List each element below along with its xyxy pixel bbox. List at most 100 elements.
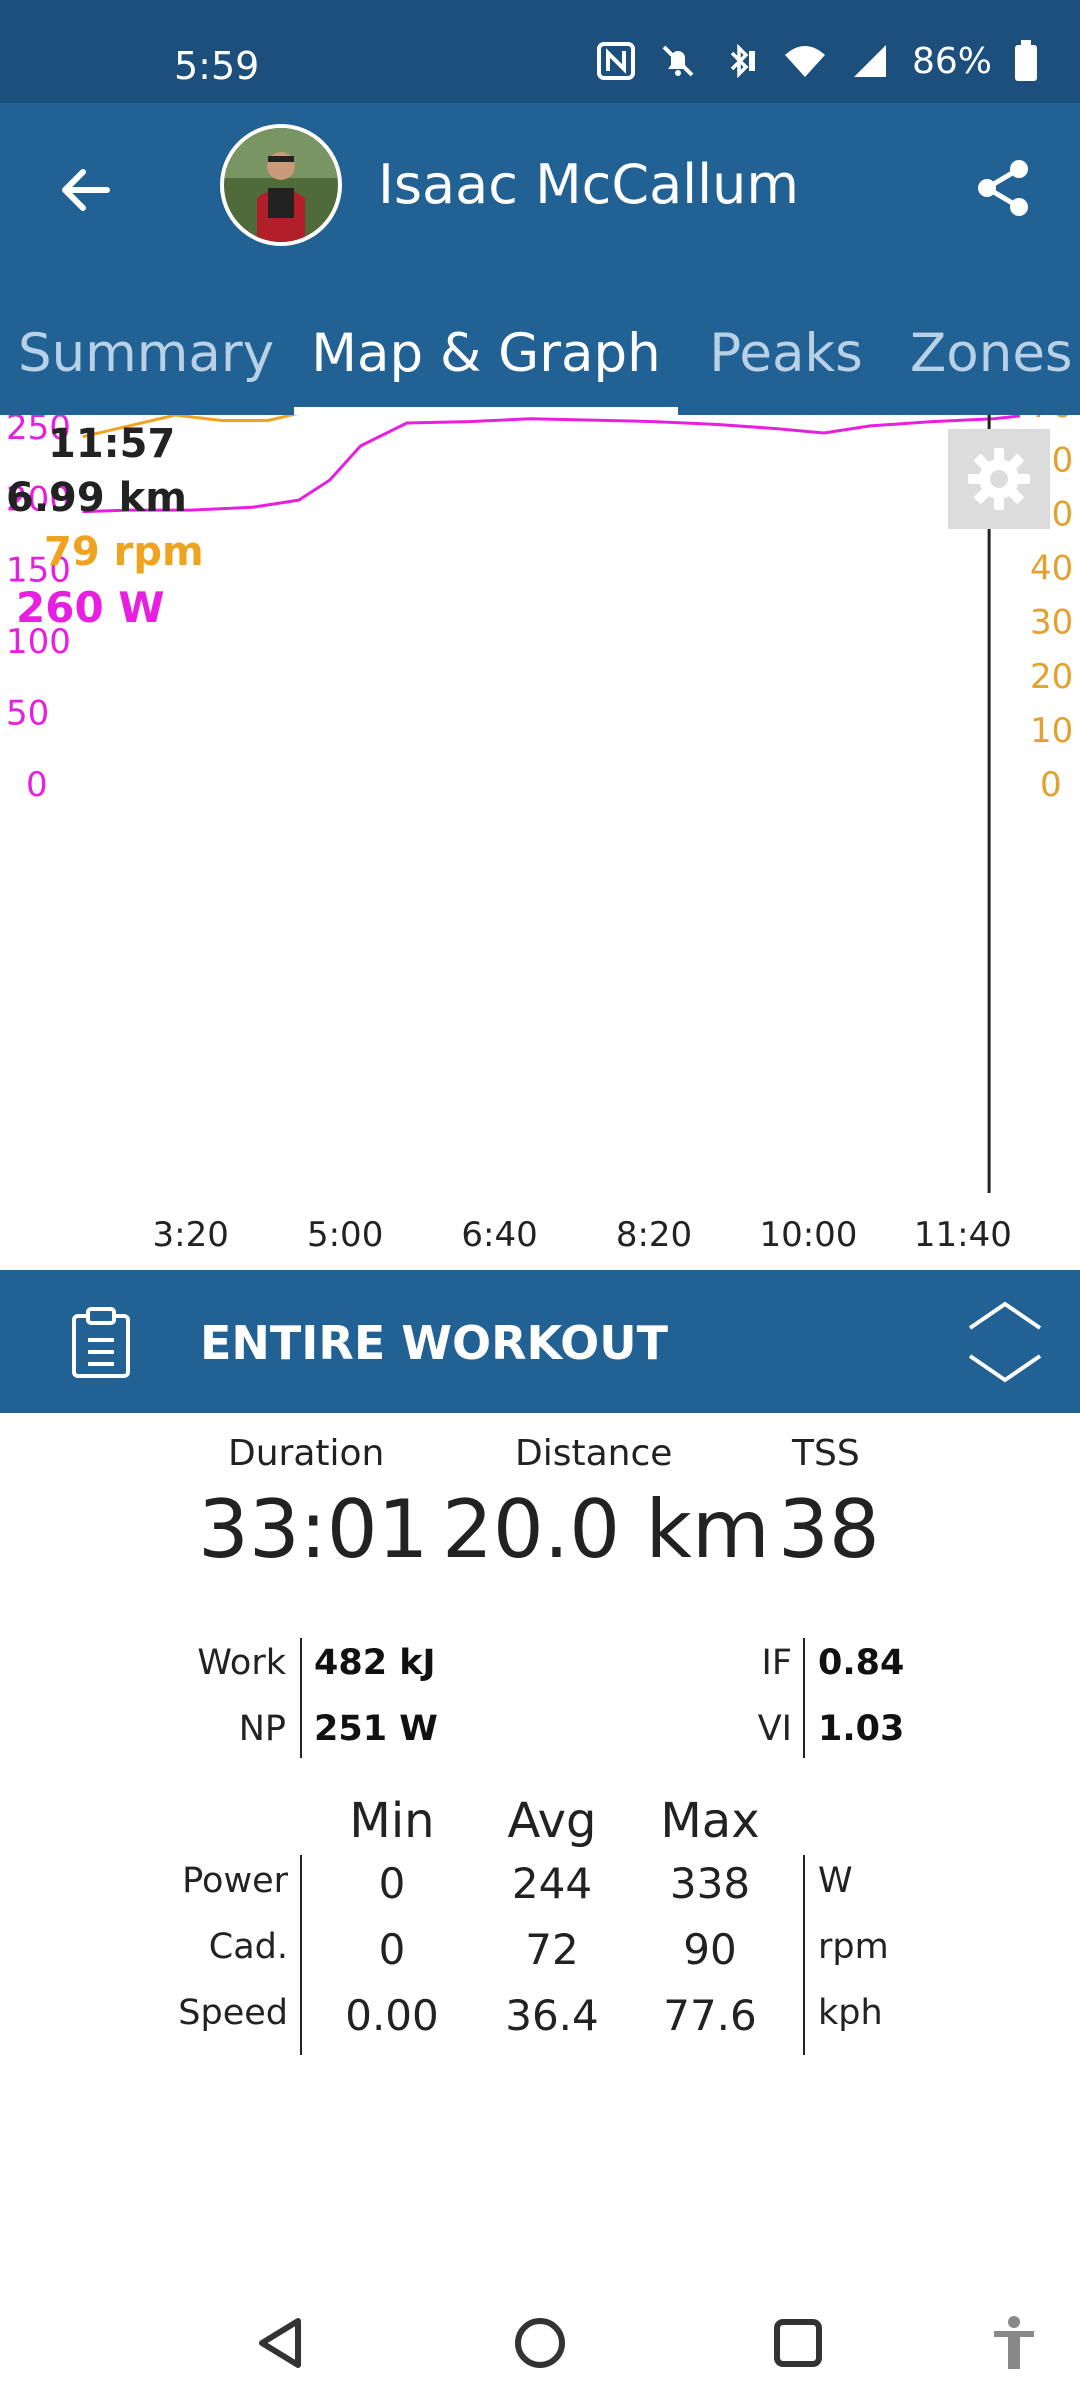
right-axis-tick-label: 20	[1030, 657, 1073, 697]
distance-value: 20.0 km	[442, 1483, 770, 1576]
left-axis-tick-label: 0	[26, 765, 48, 805]
left-axis-tick-label: 250	[6, 415, 71, 448]
cadence-row-label: Cad.	[208, 1927, 288, 1967]
user-name: Isaac McCallum	[378, 153, 800, 216]
readout-cadence: 79 rpm	[44, 529, 204, 575]
graph-panel[interactable]: 0501001502002503003500102030405060708090…	[0, 415, 1080, 1270]
status-bar: 5:59 86%	[0, 0, 1080, 103]
np-label: NP	[238, 1709, 286, 1749]
accessibility-button[interactable]	[974, 2303, 1054, 2383]
tab-summary[interactable]: Summary	[17, 322, 275, 384]
work-label: Work	[197, 1643, 286, 1683]
divider	[300, 1638, 302, 1758]
speed-avg: 36.4	[505, 1991, 599, 2040]
cadence-avg: 72	[525, 1925, 579, 1974]
power-unit: W	[818, 1861, 853, 1901]
system-nav-bar	[0, 2263, 1080, 2400]
arrow-left-icon	[62, 169, 110, 211]
workout-graph[interactable]: 0501001502002503003500102030405060708090…	[0, 415, 1080, 1270]
cadence-max: 90	[683, 1925, 737, 1974]
speed-min: 0.00	[345, 1991, 439, 2040]
signal-icon	[853, 45, 886, 77]
divider	[300, 1855, 302, 2055]
speed-unit: kph	[818, 1993, 883, 2033]
status-time: 5:59	[174, 44, 260, 88]
app-header: Isaac McCallum Summary Map & Graph Peaks…	[0, 103, 1080, 415]
x-axis-tick-label: 6:40	[461, 1215, 537, 1255]
vi-value: 1.03	[818, 1709, 905, 1749]
vi-label: VI	[757, 1709, 792, 1749]
cadence-unit: rpm	[818, 1927, 889, 1967]
avatar[interactable]	[220, 124, 342, 246]
clipboard-icon	[72, 1307, 130, 1378]
distance-label: Distance	[515, 1433, 673, 1474]
status-icons: 86%	[596, 40, 1038, 82]
x-axis-tick-label: 5:00	[307, 1215, 383, 1255]
workout-summary: Duration Distance TSS 33:01 20.0 km 38 W…	[0, 1413, 1080, 2263]
circle-home-icon	[515, 2318, 565, 2368]
accessibility-icon	[994, 2316, 1034, 2369]
tab-indicator	[294, 407, 678, 415]
divider	[803, 1855, 805, 2055]
nav-recents-button[interactable]	[758, 2303, 838, 2383]
back-button[interactable]	[50, 155, 120, 225]
gear-icon	[968, 448, 1030, 510]
if-label: IF	[761, 1643, 792, 1683]
right-axis-tick-label: 10	[1030, 711, 1073, 751]
right-axis-tick-label: 0	[1040, 765, 1062, 805]
avatar-photo	[224, 128, 338, 242]
nav-home-button[interactable]	[500, 2303, 580, 2383]
power-row-label: Power	[182, 1861, 288, 1901]
readout-distance: 6.99 km	[6, 475, 187, 521]
avg-header: Avg	[507, 1793, 597, 1849]
workout-range-bar[interactable]: ENTIRE WORKOUT	[0, 1270, 1080, 1413]
cadence-min: 0	[378, 1925, 406, 1974]
wifi-icon	[784, 46, 825, 77]
x-axis-tick-label: 11:40	[914, 1215, 1012, 1255]
right-axis-tick-label: 30	[1030, 603, 1073, 643]
work-value: 482 kJ	[314, 1643, 436, 1683]
right-axis-tick-label: 40	[1030, 549, 1073, 589]
tab-peaks[interactable]: Peaks	[709, 322, 863, 384]
x-axis-tick-label: 8:20	[616, 1215, 692, 1255]
readout-time: 11:57	[48, 421, 176, 467]
max-header: Max	[660, 1793, 760, 1849]
tss-label: TSS	[792, 1433, 860, 1474]
if-value: 0.84	[818, 1643, 905, 1683]
power-max: 338	[669, 1859, 751, 1908]
speed-row-label: Speed	[178, 1993, 288, 2033]
divider	[803, 1638, 805, 1758]
left-axis-tick-label: 200	[6, 479, 71, 519]
power-series-line	[82, 415, 1021, 514]
nav-back-button[interactable]	[240, 2303, 320, 2383]
share-icon	[978, 160, 1028, 216]
bluetooth-icon	[730, 43, 755, 79]
tab-map-graph[interactable]: Map & Graph	[311, 322, 661, 384]
x-axis-tick-label: 10:00	[759, 1215, 857, 1255]
tss-value: 38	[778, 1483, 880, 1576]
left-axis-tick-label: 50	[6, 694, 49, 734]
triangle-back-icon	[259, 2318, 301, 2368]
chevron-up-down-icon[interactable]	[966, 1298, 1044, 1386]
duration-label: Duration	[228, 1433, 385, 1474]
mute-bell-icon	[662, 45, 694, 77]
duration-value: 33:01	[198, 1483, 429, 1576]
chart-settings-button[interactable]	[948, 429, 1050, 529]
readout-power: 260 W	[16, 583, 165, 632]
cadence-series-line	[82, 415, 298, 439]
speed-max: 77.6	[663, 1991, 757, 2040]
x-axis-tick-label: 3:20	[153, 1215, 229, 1255]
square-recents-icon	[774, 2319, 822, 2367]
left-axis-tick-label: 100	[6, 622, 71, 662]
share-button[interactable]	[968, 153, 1038, 223]
tab-bar: Summary Map & Graph Peaks Zones	[0, 291, 1080, 415]
right-axis-tick-label: 70	[1030, 415, 1073, 426]
battery-percent: 86%	[911, 40, 992, 82]
min-header: Min	[349, 1793, 435, 1849]
np-value: 251 W	[314, 1709, 438, 1749]
workout-range-title: ENTIRE WORKOUT	[200, 1316, 668, 1370]
left-axis-tick-label: 150	[6, 551, 71, 591]
battery-icon	[1015, 40, 1037, 81]
nfc-icon	[596, 42, 635, 80]
tab-zones[interactable]: Zones	[910, 322, 1073, 384]
